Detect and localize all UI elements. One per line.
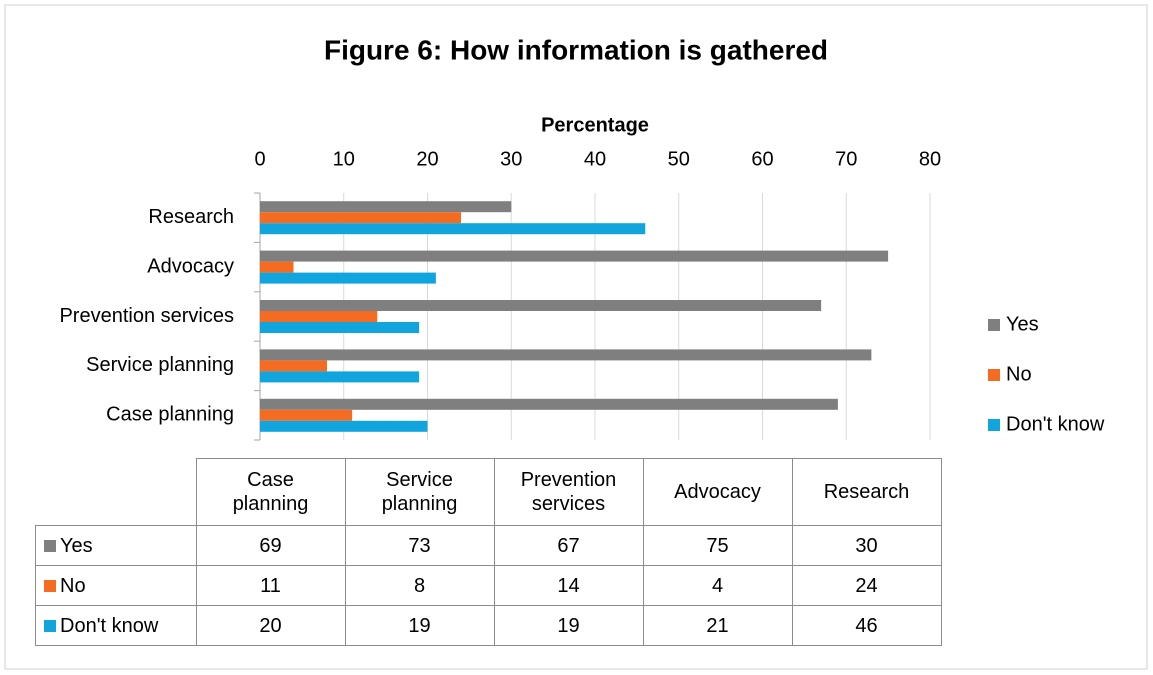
x-tick-label: 40 <box>584 148 606 170</box>
y-tick-label: Research <box>148 206 234 228</box>
y-tick-label: Prevention services <box>59 305 234 327</box>
legend-label: Yes <box>1006 313 1039 335</box>
legend-label: Don't know <box>1006 413 1105 435</box>
y-tick-label: Case planning <box>106 404 234 426</box>
x-tick-label: 30 <box>500 148 522 170</box>
table-row-label: Don't know <box>60 614 159 637</box>
table-row: Yes 69 73 67 75 30 <box>35 525 942 566</box>
table-cell: 67 <box>493 525 644 566</box>
table-cell: 19 <box>493 605 644 646</box>
x-tick-label: 70 <box>835 148 857 170</box>
chart-border <box>4 4 1148 670</box>
table-header-text: Research <box>823 481 910 503</box>
bar <box>260 398 838 410</box>
table-row-header: Don't know <box>35 605 197 646</box>
table-row-label: No <box>60 574 86 597</box>
bar <box>260 201 512 213</box>
axis-title: Percentage <box>541 114 649 136</box>
table-cell: 69 <box>195 525 346 566</box>
bar <box>260 261 294 273</box>
bar <box>260 360 327 372</box>
bar <box>260 300 822 311</box>
table-cell: 4 <box>642 565 793 606</box>
table-cell: 21 <box>642 605 793 646</box>
table-cell: 75 <box>642 525 793 566</box>
legend-label: No <box>1006 363 1032 385</box>
x-tick-label: 50 <box>668 148 690 170</box>
table-cell: 46 <box>791 605 942 646</box>
table-header: Service planning <box>344 458 495 526</box>
y-tick-label: Advocacy <box>147 255 234 277</box>
table-row-label: Yes <box>60 534 93 557</box>
legend-swatch <box>988 319 1000 331</box>
table-header-text: Service planning <box>381 469 458 515</box>
table-cell: 20 <box>195 605 346 646</box>
table-cell: 11 <box>195 565 346 606</box>
bar <box>260 349 872 361</box>
table-header: Research <box>791 458 942 526</box>
bar <box>260 311 378 322</box>
table-row-header: Yes <box>35 525 197 566</box>
bar <box>260 272 436 284</box>
table-header-row: Case planning Service planning Prevention … <box>35 458 942 526</box>
bar <box>260 223 646 235</box>
table-header-text: Case planning <box>232 469 309 515</box>
data-table: Case planning Service planning Prevention … <box>35 458 942 646</box>
bar <box>260 371 420 383</box>
bar <box>260 212 461 224</box>
table-header: Prevention services <box>493 458 644 526</box>
table-row-header: No <box>35 565 197 606</box>
table-legend-swatch <box>44 539 56 552</box>
table-row: No 11 8 14 4 24 <box>35 565 942 606</box>
table-corner <box>35 458 197 526</box>
table-row: Don't know 20 19 19 21 46 <box>35 605 942 646</box>
table-cell: 30 <box>791 525 942 566</box>
bar <box>260 322 420 333</box>
x-tick-label: 20 <box>416 148 438 170</box>
bar <box>260 250 889 262</box>
table-header-text: Advocacy <box>674 481 761 503</box>
x-tick-label: 60 <box>751 148 773 170</box>
legend-swatch <box>988 419 1000 431</box>
table-cell: 14 <box>493 565 644 606</box>
table-legend-swatch <box>44 579 56 592</box>
table-cell: 73 <box>344 525 495 566</box>
table-header-text: Prevention services <box>520 469 617 515</box>
table-cell: 8 <box>344 565 495 606</box>
legend-swatch <box>988 369 1000 381</box>
x-tick-label: 80 <box>919 148 941 170</box>
bar <box>260 409 353 421</box>
table-cell: 19 <box>344 605 495 646</box>
x-tick-label: 0 <box>254 148 265 170</box>
table-header: Case planning <box>195 458 346 526</box>
x-tick-label: 10 <box>333 148 355 170</box>
bar <box>260 420 428 432</box>
table-cell: 24 <box>791 565 942 606</box>
y-tick-label: Service planning <box>86 354 234 376</box>
chart-title: Figure 6: How information is gathered <box>324 34 828 65</box>
table-header: Advocacy <box>642 458 793 526</box>
table-legend-swatch <box>44 619 56 632</box>
